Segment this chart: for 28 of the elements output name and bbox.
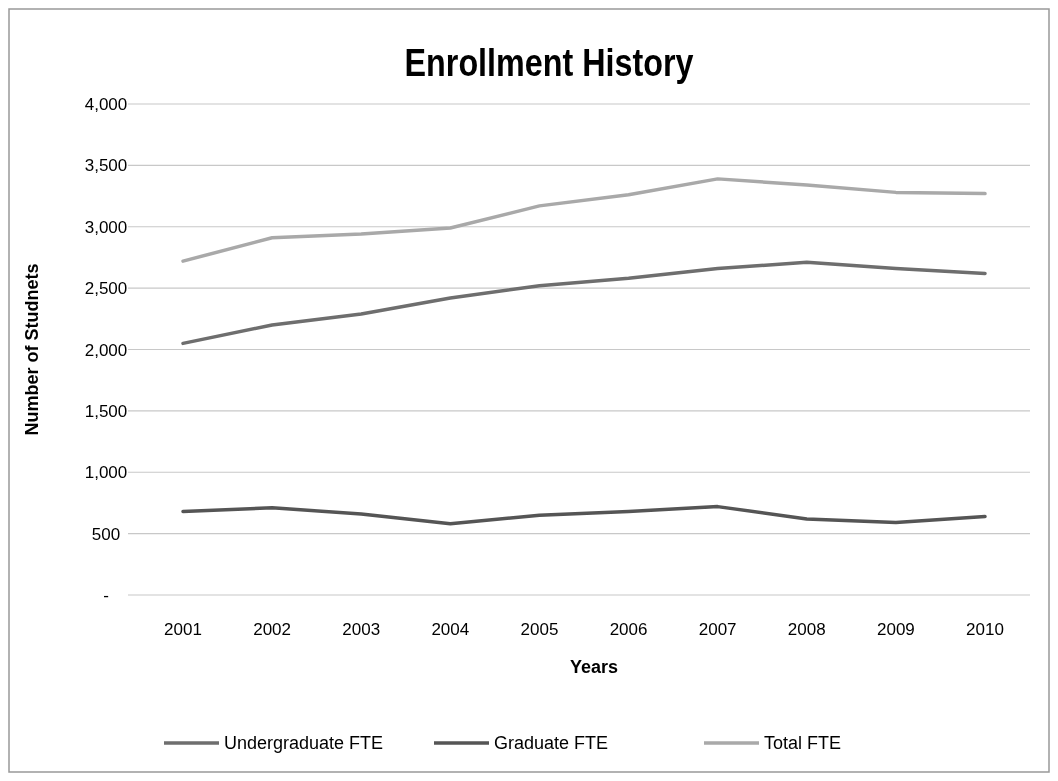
x-tick-label: 2005 [520, 620, 559, 639]
x-tick-label: 2002 [253, 620, 292, 639]
x-tick-label: 2007 [698, 620, 737, 639]
x-tick-label: 2004 [431, 620, 470, 639]
x-tick-label: 2006 [609, 620, 648, 639]
y-tick-label: 3,000 [84, 217, 128, 237]
line-series [181, 177, 987, 263]
legend-label: Graduate FTE [494, 733, 609, 753]
y-tick-label: - [103, 586, 109, 605]
legend-label: Undergraduate FTE [224, 733, 384, 753]
y-tick-label: 1,500 [84, 401, 128, 421]
x-tick-label: 2009 [876, 620, 915, 639]
x-axis-title: Years [569, 657, 619, 677]
x-tick-label: 2003 [342, 620, 381, 639]
legend-label: Total FTE [764, 733, 842, 753]
y-tick-label: 4,000 [84, 95, 128, 114]
x-tick-label: 2008 [787, 620, 826, 639]
x-tick-label: 2010 [966, 620, 1004, 639]
line-series [181, 504, 987, 526]
y-tick-label: 2,500 [84, 279, 128, 299]
chart-title: Enrollment History [404, 41, 694, 84]
x-tick-label: 2001 [164, 620, 202, 639]
y-tick-label: 500 [91, 524, 121, 544]
y-tick-label: 2,000 [84, 340, 128, 360]
y-tick-label: 3,500 [84, 156, 128, 176]
y-axis-title: Number of Studnets [22, 263, 42, 436]
y-tick-label: 1,000 [84, 463, 128, 483]
line-series [181, 260, 987, 346]
